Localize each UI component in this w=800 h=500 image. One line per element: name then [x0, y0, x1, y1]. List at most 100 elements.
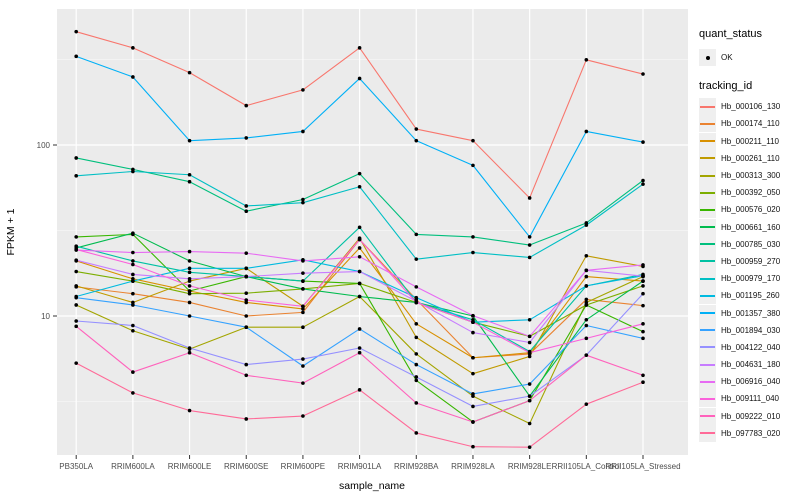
data-point [131, 231, 135, 235]
data-point [527, 334, 532, 339]
legend-title-tracking-id: tracking_id [699, 80, 753, 93]
x-tick-label: RRIM600SE [224, 462, 268, 471]
line-swatch-icon [699, 270, 716, 288]
x-tick-label: RRIM928LE [508, 462, 552, 471]
data-point [301, 200, 305, 205]
data-point [641, 322, 645, 326]
data-point [74, 174, 78, 178]
data-point [471, 163, 475, 168]
legend-item-Hb_000979_170: Hb_000979_170 [699, 270, 799, 288]
data-point [187, 277, 192, 281]
data-point [527, 340, 532, 345]
data-point [187, 249, 192, 254]
data-point [301, 307, 305, 311]
legend-item-Hb_097783_020: Hb_097783_020 [699, 424, 799, 442]
data-point [471, 420, 475, 424]
legend-item-Hb_001357_380: Hb_001357_380 [699, 304, 799, 322]
data-point [357, 246, 362, 250]
legend-item-label: Hb_000174_110 [721, 119, 780, 129]
data-point [74, 303, 78, 307]
data-point [527, 318, 532, 322]
data-point [244, 325, 249, 330]
data-point [301, 364, 305, 368]
data-point [131, 262, 135, 267]
data-point [74, 284, 78, 288]
data-point [414, 401, 419, 405]
data-point [527, 255, 532, 260]
line-swatch-icon [699, 424, 716, 442]
data-point [74, 29, 78, 34]
data-point [357, 294, 362, 299]
legend-item-Hb_000392_050: Hb_000392_050 [699, 184, 799, 202]
legend-item-Hb_000959_270: Hb_000959_270 [699, 252, 799, 270]
data-point [131, 259, 135, 263]
data-point [414, 285, 419, 289]
legend-item-label: Hb_009222_010 [721, 411, 781, 421]
data-point [471, 250, 475, 255]
legend-item-label: Hb_097783_020 [721, 428, 781, 438]
data-point [527, 196, 532, 200]
data-point [584, 318, 589, 322]
legend-item-label: Hb_001357_380 [721, 308, 781, 318]
legend-item-label: Hb_004631_180 [721, 360, 781, 370]
legend-item-label: Hb_000785_030 [721, 239, 781, 249]
data-point [74, 295, 78, 300]
data-point [74, 269, 78, 274]
y-tick-label: 10 [41, 312, 50, 321]
data-point [527, 235, 532, 239]
data-point [641, 284, 645, 288]
legend-item-label: Hb_000313_300 [721, 171, 781, 181]
data-point [74, 319, 78, 323]
data-point [244, 103, 249, 108]
data-point [357, 46, 362, 50]
data-point [187, 179, 192, 184]
line-swatch-icon [699, 373, 716, 391]
legend-item-ok-label: OK [721, 53, 733, 63]
legend-item-Hb_000106_130: Hb_000106_130 [699, 98, 799, 116]
data-point [131, 303, 135, 307]
line-swatch-icon [699, 321, 716, 339]
data-point [641, 72, 645, 76]
data-point [471, 444, 475, 449]
data-point [244, 204, 249, 208]
data-point [74, 235, 78, 239]
line-swatch-icon [699, 304, 716, 322]
data-point [301, 357, 305, 361]
legend-item-Hb_009222_010: Hb_009222_010 [699, 407, 799, 425]
data-point [584, 353, 589, 357]
legend-item-label: Hb_001894_030 [721, 325, 781, 335]
data-point [641, 380, 645, 385]
legend-item-label: Hb_001195_260 [721, 291, 780, 301]
data-point [244, 266, 249, 271]
data-point [301, 279, 305, 283]
point-symbol-icon [699, 49, 716, 67]
line-swatch-icon [699, 132, 716, 150]
data-point [74, 156, 78, 160]
data-point [527, 382, 532, 386]
data-point [414, 127, 419, 131]
data-point [301, 381, 305, 385]
legend-item-Hb_001195_260: Hb_001195_260 [699, 287, 799, 305]
data-point [471, 371, 475, 376]
data-point [244, 291, 249, 295]
data-point [131, 46, 135, 50]
legend-item-Hb_009111_040: Hb_009111_040 [699, 390, 799, 408]
legend-item-Hb_000313_300: Hb_000313_300 [699, 167, 799, 185]
data-point [131, 75, 135, 79]
data-point [131, 279, 135, 283]
legend-title-quant-status: quant_status [699, 28, 762, 40]
data-point [471, 392, 475, 396]
legend-item-label: Hb_000959_270 [721, 256, 781, 266]
data-point [301, 414, 305, 418]
data-point [187, 300, 192, 305]
legend-item-ok: OK [699, 49, 799, 67]
data-point [131, 391, 135, 395]
data-point [244, 209, 249, 214]
data-point [301, 271, 305, 275]
data-point [301, 310, 305, 315]
x-tick-label: RRIM901LA [338, 462, 382, 471]
data-point [641, 336, 645, 341]
data-point [301, 88, 305, 92]
data-point [641, 182, 645, 186]
